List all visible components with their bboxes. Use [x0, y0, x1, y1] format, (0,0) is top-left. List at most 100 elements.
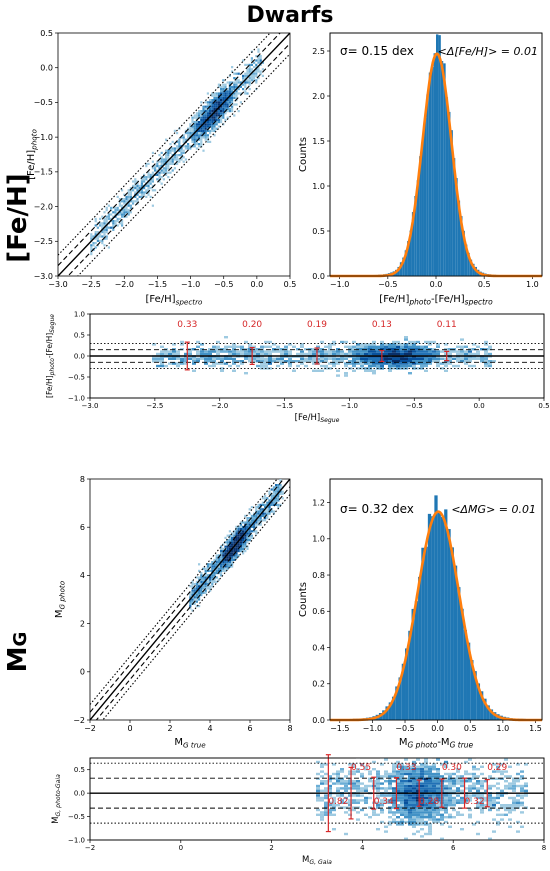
density-cell [440, 816, 444, 819]
density-cell [456, 789, 460, 792]
histogram-bar [464, 244, 468, 276]
density-cell [412, 820, 416, 824]
density-cell [211, 94, 214, 97]
density-cell [440, 808, 444, 812]
density-cell [211, 107, 214, 110]
density-cell [211, 114, 214, 117]
density-cell [436, 364, 440, 368]
density-cell [384, 799, 388, 802]
density-cell [444, 796, 448, 800]
density-cell [416, 348, 420, 351]
density-cell [191, 140, 194, 143]
density-cell [388, 782, 392, 785]
density-cell [380, 364, 384, 368]
density-cell [404, 362, 408, 365]
x-tick-label: 8 [287, 724, 292, 733]
density-cell [436, 796, 440, 800]
feh-residual-panel: −3.0 −2.5 −2.0 −1.5 −1.0 −0.5 0.0 0.5−1.0−0.50.… [45, 310, 550, 424]
density-cell [320, 350, 324, 353]
density-cell [396, 799, 400, 802]
density-cell [400, 763, 404, 766]
density-cell [348, 808, 352, 812]
density-cell [360, 345, 364, 348]
density-cell [235, 532, 238, 535]
density-cell [276, 350, 280, 353]
density-cell [356, 799, 360, 802]
density-cell [468, 784, 472, 788]
density-cell [215, 580, 218, 583]
density-cell [147, 187, 150, 190]
density-cell [412, 343, 416, 346]
density-cell [204, 567, 207, 570]
density-cell [432, 782, 436, 785]
density-cell [198, 580, 201, 583]
density-cell [496, 787, 500, 790]
density-cell [444, 820, 448, 824]
density-cell [189, 607, 192, 610]
density-cell [328, 775, 332, 778]
histogram-bar [448, 111, 451, 276]
density-cell [292, 360, 296, 363]
density-cell [222, 110, 225, 113]
density-cell [416, 765, 420, 768]
density-cell [436, 811, 440, 814]
density-cell [476, 782, 480, 785]
density-cell [484, 360, 488, 363]
density-cell [215, 116, 218, 119]
density-cell [279, 492, 282, 495]
density-cell [257, 506, 260, 509]
density-cell [277, 488, 280, 491]
density-cell [396, 804, 400, 807]
density-cell [237, 92, 240, 95]
density-cell [195, 143, 198, 146]
density-cell [512, 806, 516, 809]
density-cell [220, 569, 223, 572]
density-cell [220, 94, 223, 97]
density-cell [488, 345, 492, 348]
density-cell [118, 211, 121, 214]
density-cell [204, 134, 207, 137]
density-cell [464, 770, 468, 773]
density-cell [364, 343, 368, 346]
y-tick-label: −1.0 [34, 133, 53, 142]
density-cell [204, 585, 207, 588]
density-cell [149, 176, 152, 179]
density-cell [368, 350, 372, 353]
density-cell [204, 118, 207, 121]
density-cell [400, 804, 404, 807]
density-cell [284, 352, 288, 356]
density-cell [304, 357, 308, 360]
density-cell [198, 598, 201, 601]
density-cell [420, 362, 424, 365]
density-cell [193, 140, 196, 143]
density-cell [226, 561, 229, 564]
density-cell [226, 539, 229, 542]
density-cell [204, 132, 207, 135]
density-cell [316, 345, 320, 348]
density-cell [217, 125, 220, 128]
histogram-bar [423, 117, 427, 276]
density-cell [424, 350, 428, 353]
density-cell [372, 811, 376, 814]
density-cell [252, 345, 256, 348]
density-cell [452, 777, 456, 780]
density-cell [191, 580, 194, 583]
density-cell [392, 804, 396, 807]
density-cell [384, 801, 388, 804]
density-cell [196, 357, 200, 360]
density-cell [360, 360, 364, 363]
density-cell [504, 813, 508, 816]
density-cell [344, 780, 348, 783]
density-cell [200, 574, 203, 577]
density-cell [408, 804, 412, 807]
density-cell [436, 784, 440, 788]
density-cell [380, 794, 384, 797]
density-cell [456, 768, 460, 771]
density-cell [228, 88, 231, 91]
density-cell [228, 536, 231, 539]
density-cell [444, 784, 448, 788]
density-cell [206, 103, 209, 106]
density-cell [250, 70, 253, 73]
density-cell [116, 195, 119, 198]
density-cell [408, 364, 412, 368]
